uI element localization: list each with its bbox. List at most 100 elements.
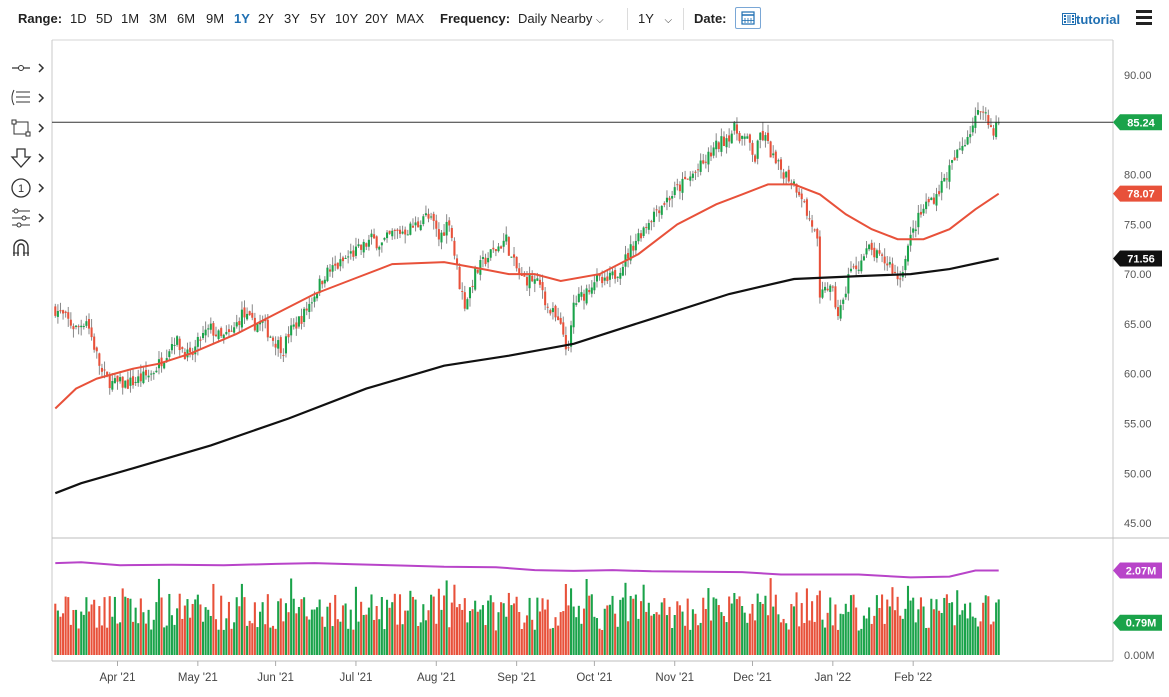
volume-bar [997,599,1000,655]
range-option-3y[interactable]: 3Y [284,11,300,26]
candle [336,262,339,269]
candle [367,239,370,247]
volume-bar [883,623,886,655]
volume-bar [386,599,389,655]
candle [899,278,902,280]
candle [72,326,75,330]
candle [914,229,917,231]
magnet-button[interactable] [8,236,48,260]
candle [606,276,609,282]
candle [59,310,62,312]
volume-bar [481,605,484,655]
volume-bar [80,611,83,655]
volume-bar [455,607,459,655]
divider [627,8,628,30]
pattern-tool-button[interactable] [8,206,48,230]
volume-bar [849,595,853,655]
candle [546,306,549,308]
candle [292,324,295,327]
range-option-9m[interactable]: 9M [206,11,225,26]
hamburger-menu-icon[interactable] [1136,10,1152,26]
volume-bar [284,603,288,655]
range-option-1y[interactable]: 1Y [234,11,250,26]
range-option-2y[interactable]: 2Y [258,11,274,26]
range-option-1m[interactable]: 1M [121,11,140,26]
volume-bar [818,590,821,655]
range-option-6m[interactable]: 6M [177,11,196,26]
volume-bar [709,620,713,655]
frequency-dropdown[interactable]: Daily Nearby ⌵ [518,11,604,29]
candle [932,197,935,204]
fibonacci-tool-button[interactable] [8,86,48,110]
candle [235,322,238,327]
candle [919,211,922,215]
candle [391,230,394,237]
volume-bar [471,609,474,655]
volume-bar [326,606,329,655]
volume-bar [515,596,518,655]
range-option-3m[interactable]: 3M [149,11,168,26]
ma-short-badge [1113,185,1162,202]
volume-bar [282,621,285,655]
volume-bar [992,621,995,655]
volume-bar [616,626,619,655]
range-option-1d[interactable]: 1D [70,11,87,26]
candle [984,112,987,114]
candle [124,380,127,388]
candle [538,279,541,285]
candle [834,286,837,308]
volume-bar [313,609,316,655]
volume-bar [774,594,777,655]
range-option-5y[interactable]: 5Y [310,11,326,26]
candle [766,132,770,141]
candle [772,153,775,156]
candle [155,370,158,373]
volume-bar [417,626,420,655]
volume-bar [246,625,249,655]
volume-bar [292,598,295,655]
volume-bar [344,603,347,655]
volume-bar [611,595,614,655]
arrow-tool-button[interactable] [8,146,48,170]
volume-bar [170,615,173,655]
candle [865,248,868,255]
candle [976,110,980,115]
line-tool-button[interactable] [8,56,48,80]
candle [328,269,332,272]
volume-bar [691,609,694,655]
candle [326,267,329,282]
candle [580,292,583,297]
candle [792,181,795,185]
candle [777,160,780,162]
count-tool-button[interactable]: 1 [8,176,48,200]
volume-bar [341,605,345,655]
range-option-20y[interactable]: 20Y [365,11,389,26]
volume-bar [277,601,280,655]
range-option-5d[interactable]: 5D [96,11,113,26]
volume-bar [601,629,604,655]
candle [720,136,723,152]
period-dropdown[interactable]: 1Y ⌵ [638,11,672,29]
tutorial-link[interactable]: tutorial [1062,12,1120,27]
volume-bar [453,584,456,655]
candle [590,287,593,294]
volume-bar [935,599,938,655]
rectangle-tool-button[interactable] [8,116,48,140]
candle [77,326,80,328]
volume-bar [588,595,591,655]
time-tick-label: May '21 [178,672,218,684]
time-tick-label: Jul '21 [339,672,372,684]
rectangle-tool-icon [11,119,45,137]
volume-bar [98,606,101,655]
volume-bar [912,597,915,655]
range-option-max[interactable]: MAX [396,11,425,26]
range-option-10y[interactable]: 10Y [335,11,359,26]
volume-bar [388,607,391,655]
candle [577,293,580,303]
candle [953,157,956,161]
candle [702,160,705,164]
date-picker-button[interactable] [735,7,761,29]
candle [660,205,663,215]
volume-bar [627,621,630,655]
